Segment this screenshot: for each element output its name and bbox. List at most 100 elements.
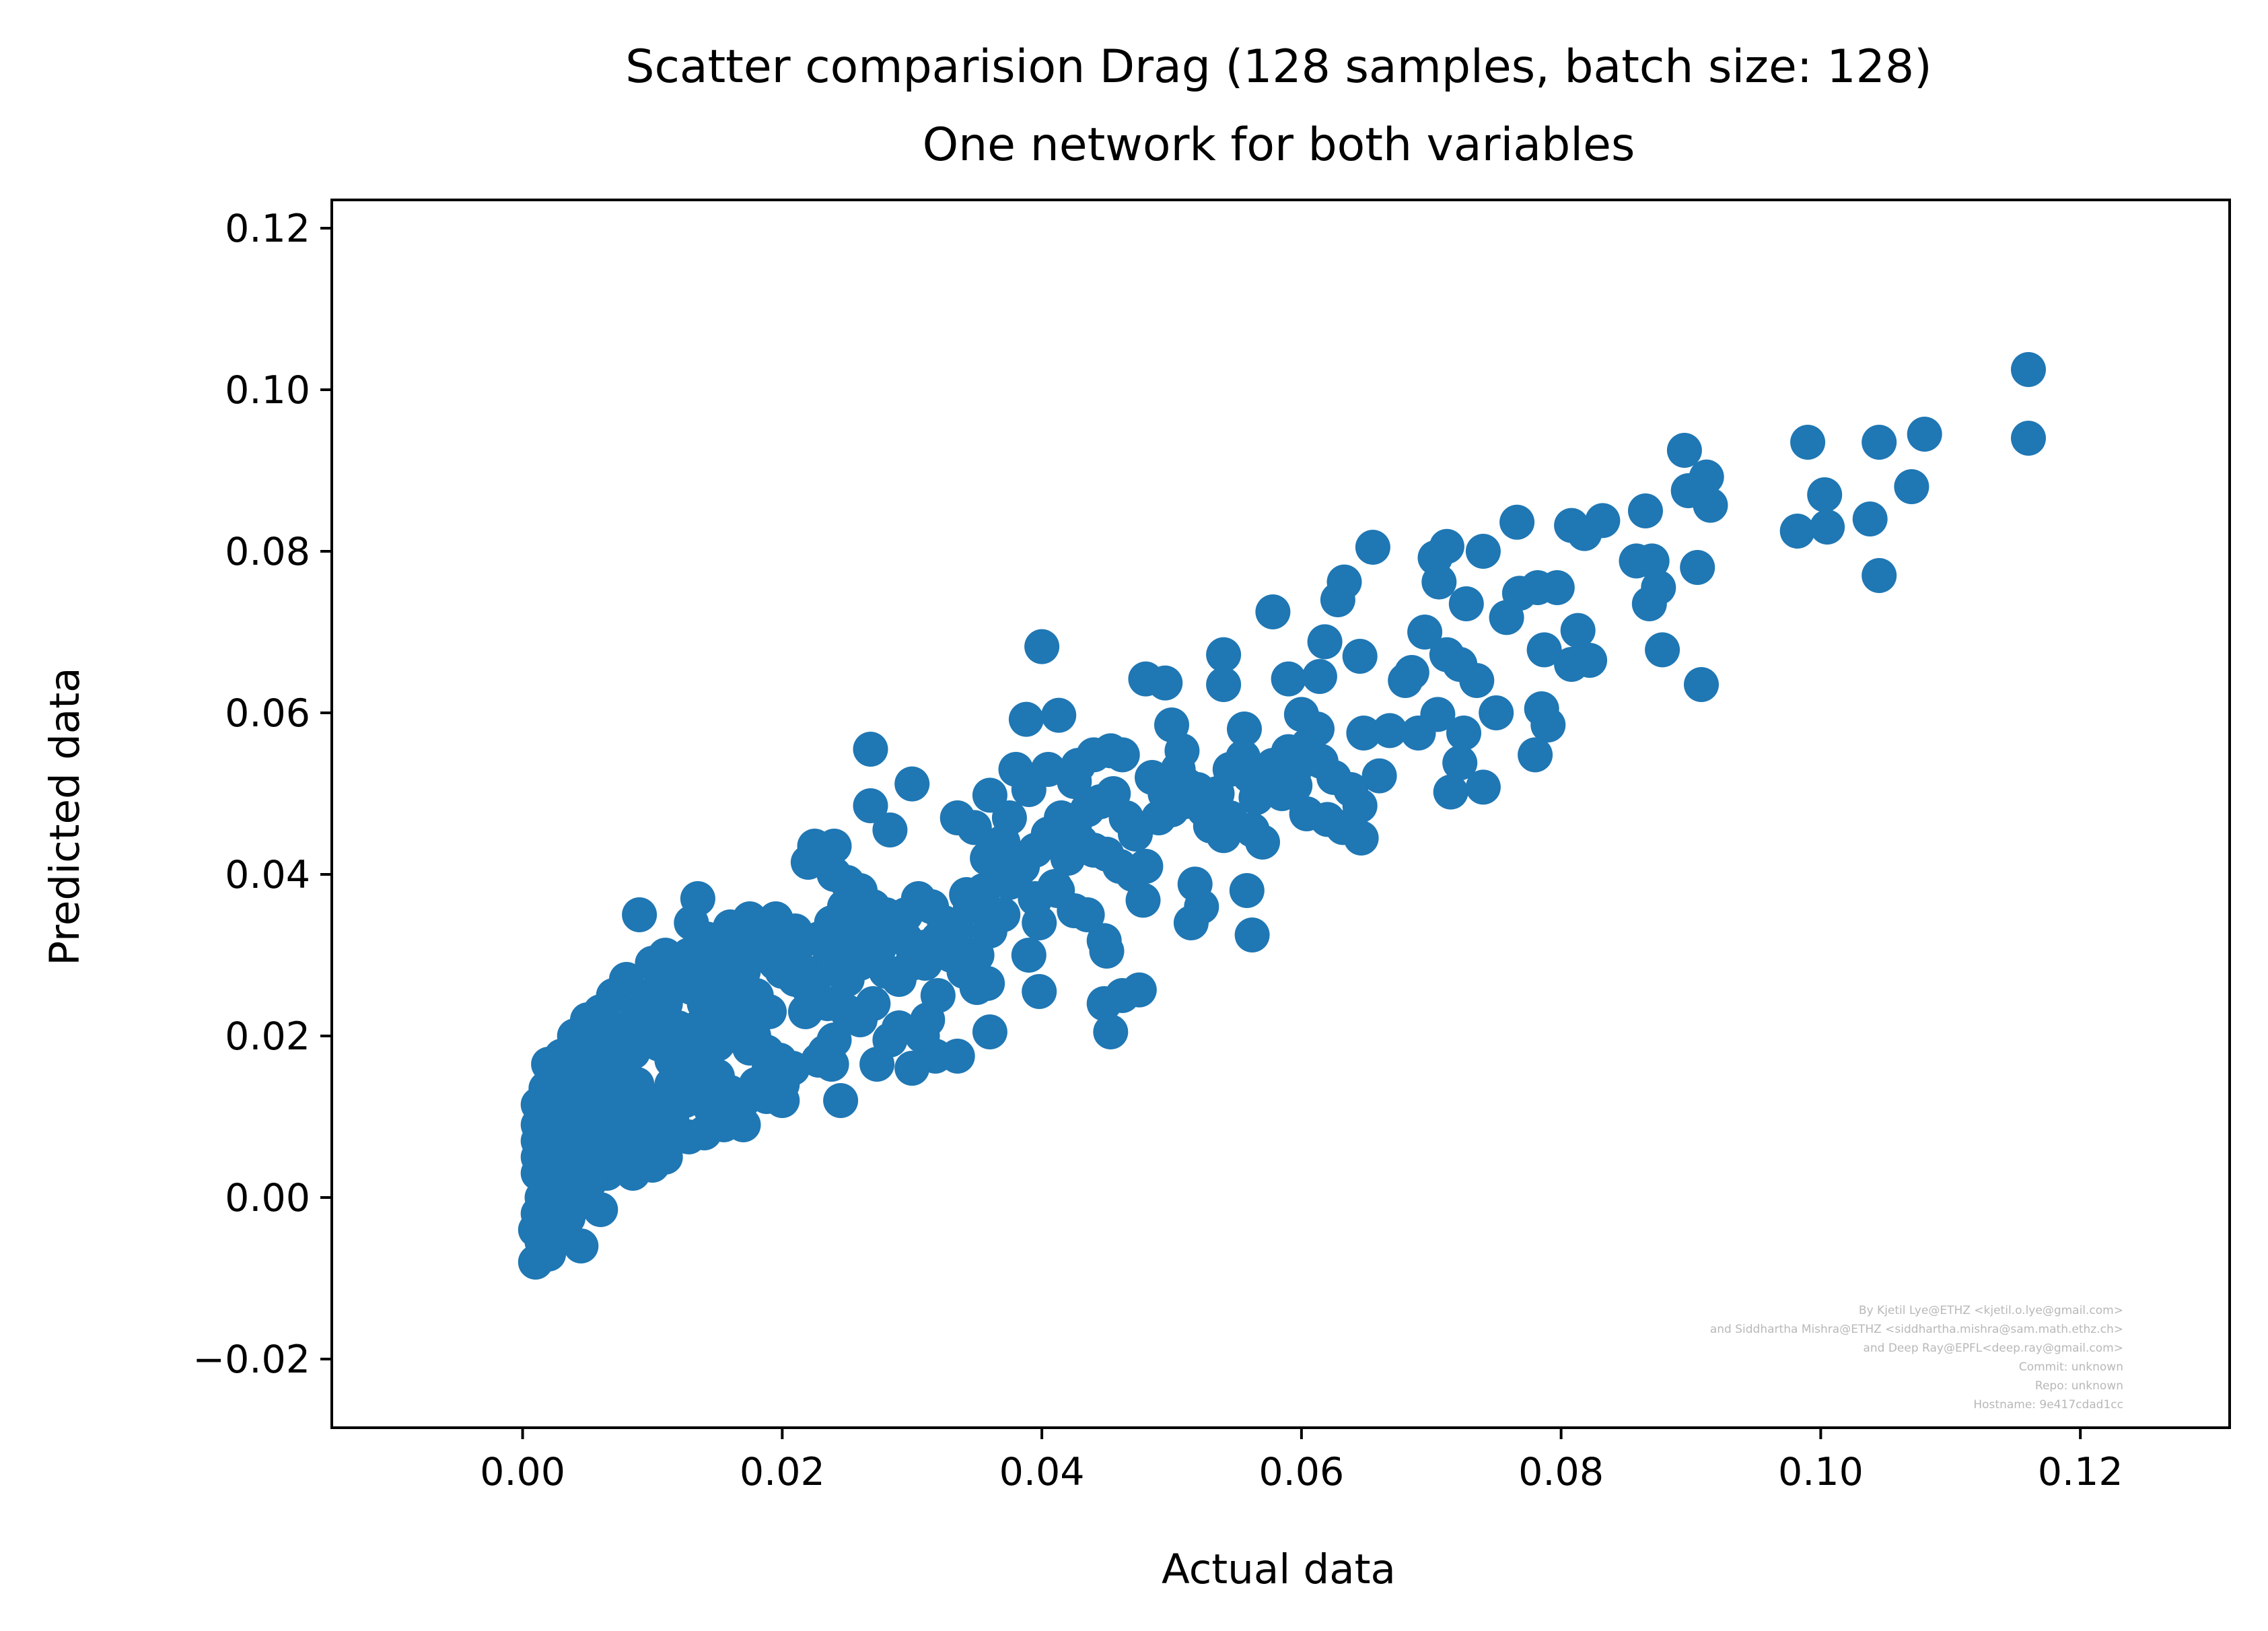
- scatter-point: [686, 1115, 722, 1150]
- scatter-point: [1442, 745, 1478, 781]
- scatter-point: [1229, 873, 1265, 908]
- scatter-point: [1030, 752, 1066, 787]
- scatter-point: [1779, 514, 1815, 549]
- ticks-layer: 0.00 0.02 0.04 0.06 0.08 0.10 0.12 −0.02 0.00 0.0…: [192, 207, 2123, 1494]
- scatter-point: [940, 800, 975, 835]
- scatter-point: [1361, 758, 1397, 794]
- scatter-point: [1465, 534, 1501, 569]
- scatter-point: [1567, 516, 1602, 551]
- scatter-point: [1022, 974, 1057, 1009]
- scatter-point: [1554, 647, 1590, 682]
- scatter-point: [1628, 493, 1663, 528]
- x-axis-label: Actual data: [1162, 1546, 1396, 1593]
- scatter-point: [1342, 639, 1378, 674]
- scatter-point: [1037, 869, 1073, 904]
- scatter-point: [1310, 802, 1345, 837]
- scatter-point: [1465, 769, 1501, 805]
- scatter-point: [859, 1047, 895, 1082]
- scatter-point: [1343, 821, 1379, 856]
- scatter-point: [1057, 893, 1092, 928]
- scatter-point: [1459, 663, 1495, 698]
- scatter-point: [1372, 713, 1407, 749]
- scatter-point: [699, 1027, 735, 1062]
- y-tick-label: 0.02: [225, 1014, 310, 1059]
- scatter-point: [797, 829, 832, 864]
- scatter-point: [853, 732, 888, 767]
- scatter-point: [1227, 712, 1262, 747]
- scatter-point: [1206, 667, 1242, 702]
- scatter-point: [680, 881, 715, 916]
- scatter-point: [1147, 665, 1183, 701]
- y-tick-label: 0.04: [225, 853, 310, 897]
- y-tick-label: 0.10: [225, 368, 310, 413]
- scatter-point: [1560, 613, 1596, 648]
- scatter-point: [749, 1079, 785, 1114]
- points-layer: [518, 352, 2046, 1280]
- scatter-point: [2011, 352, 2046, 387]
- scatter-point: [2011, 421, 2046, 456]
- y-tick-label: 0.06: [225, 691, 310, 736]
- scatter-point: [1041, 697, 1077, 733]
- scatter-point: [593, 1107, 629, 1142]
- scatter-point: [1862, 425, 1897, 460]
- scatter-point: [894, 1051, 930, 1086]
- scatter-point: [1526, 632, 1562, 668]
- scatter-point: [1539, 570, 1575, 605]
- scatter-point: [823, 1083, 859, 1118]
- chart-subtitle: One network for both variables: [923, 118, 1635, 172]
- x-tick-label: 0.04: [999, 1450, 1085, 1494]
- scatter-point: [1255, 594, 1291, 629]
- scatter-point: [1631, 586, 1667, 621]
- scatter-point: [1024, 629, 1060, 664]
- scatter-point: [1226, 740, 1261, 775]
- scatter-point: [520, 1156, 556, 1191]
- scatter-point: [1680, 550, 1715, 585]
- x-tick-label: 0.12: [2038, 1450, 2123, 1494]
- scatter-point: [1302, 659, 1337, 694]
- scatter-point: [894, 766, 930, 802]
- scatter-point: [1530, 707, 1566, 742]
- y-tick-label: 0.00: [225, 1176, 310, 1220]
- scatter-point: [654, 1103, 690, 1138]
- scatter-point: [1499, 504, 1535, 540]
- scatter-point: [635, 1148, 670, 1183]
- scatter-point: [1401, 716, 1436, 751]
- scatter-point: [1125, 882, 1161, 918]
- credit-line: and Deep Ray@EPFL<deep.ray@gmail.com>: [1863, 1342, 2123, 1355]
- y-tick-label: −0.02: [192, 1338, 310, 1382]
- scatter-point: [689, 922, 725, 957]
- scatter-point: [1346, 716, 1382, 751]
- scatter-point: [1433, 774, 1468, 810]
- scatter-point: [1907, 417, 1942, 452]
- scatter-point: [1446, 716, 1481, 751]
- scatter-point: [1011, 938, 1047, 973]
- scatter-point: [920, 978, 956, 1013]
- scatter-point: [725, 1107, 761, 1142]
- scatter-point: [1684, 667, 1719, 702]
- scatter-point: [1645, 632, 1680, 668]
- y-tick-label: 0.12: [225, 207, 310, 251]
- scatter-point: [1173, 905, 1209, 940]
- scatter-point: [1862, 558, 1897, 593]
- scatter-point: [972, 777, 1007, 813]
- scatter-point: [1121, 972, 1157, 1008]
- scatter-point: [826, 889, 862, 924]
- scatter-point: [972, 1014, 1007, 1049]
- scatter-point: [1407, 615, 1443, 650]
- scatter-point: [1206, 637, 1242, 672]
- scatter-point: [1634, 543, 1670, 579]
- scatter-point: [563, 1228, 599, 1263]
- scatter-point: [1104, 737, 1140, 773]
- scatter-point: [749, 930, 785, 965]
- scatter-point: [1388, 663, 1423, 698]
- scatter-point: [1118, 817, 1153, 852]
- author-credit: By Kjetil Lye@ETHZ <kjetil.o.lye@gmail.c…: [1710, 1304, 2123, 1412]
- credit-line: and Siddhartha Mishra@ETHZ <siddhartha.m…: [1710, 1323, 2123, 1336]
- scatter-point: [1086, 923, 1122, 959]
- plot-area-frame: [330, 199, 2231, 1429]
- scatter-point: [1245, 825, 1280, 860]
- scatter-point: [719, 922, 754, 957]
- scatter-point: [855, 986, 891, 1021]
- x-tick-label: 0.08: [1518, 1450, 1604, 1494]
